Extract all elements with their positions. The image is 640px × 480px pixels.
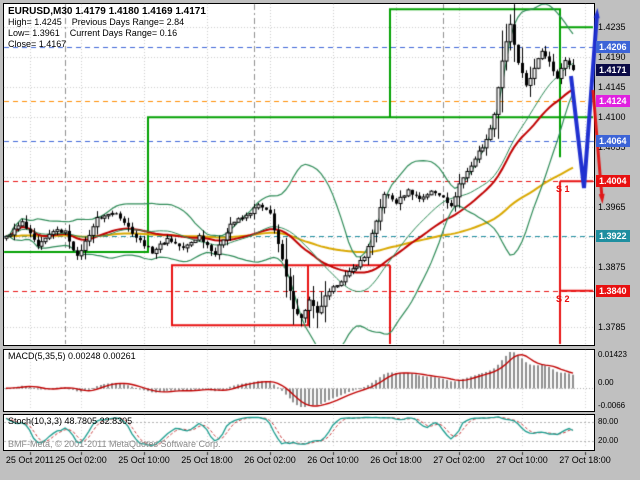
time-label: 27 Oct 10:00 xyxy=(496,455,548,465)
price-level-badge: 1.3840 xyxy=(596,284,630,297)
price-axis-label: 1.4235 xyxy=(598,22,626,33)
symbol-ohlc-line: EURUSD,M30 1.4179 1.4180 1.4169 1.4171 xyxy=(8,6,206,17)
macd-axis-min: -0.0066 xyxy=(598,401,626,410)
price-axis-label: 1.3965 xyxy=(598,202,626,213)
close-line: Close= 1.4167 xyxy=(8,39,67,49)
stoch-axis-20: 20.00 xyxy=(598,435,619,445)
time-label: 26 Oct 02:00 xyxy=(244,455,296,465)
support-2-label: S 2 xyxy=(556,294,570,304)
time-label: 27 Oct 18:00 xyxy=(559,455,611,465)
price-level-badge: 1.4124 xyxy=(596,95,630,108)
macd-indicator-label: MACD(5,35,5) 0.00248 0.00261 xyxy=(8,351,136,361)
price-level-badge: 1.3922 xyxy=(596,230,630,242)
time-label: 25 Oct 02:00 xyxy=(55,455,107,465)
time-label: 25 Oct 2011 xyxy=(5,455,55,465)
time-label: 26 Oct 18:00 xyxy=(370,455,422,465)
support-1-label: S 1 xyxy=(556,184,570,194)
price-level-badge: 1.4206 xyxy=(596,40,630,53)
price-axis-label: 1.3785 xyxy=(598,322,626,333)
time-label: 26 Oct 10:00 xyxy=(307,455,359,465)
price-level-badge: 1.4171 xyxy=(596,64,630,76)
stoch-indicator-label: Stoch(10,3,3) 48.7805 32.8305 xyxy=(8,416,133,426)
price-axis-label: 1.3875 xyxy=(598,262,626,273)
price-axis-label: 1.4145 xyxy=(598,82,626,93)
metaquotes-watermark: BMF-Meta, © 2001-2011 MetaQuotes Softwar… xyxy=(8,439,221,449)
time-label: 25 Oct 18:00 xyxy=(181,455,233,465)
low-range-line: Low= 1.3961 Current Days Range= 0.16 xyxy=(8,28,178,38)
stoch-axis-80: 80.00 xyxy=(598,417,619,427)
price-level-badge: 1.4004 xyxy=(596,175,630,188)
high-range-line: High= 1.4245 Previous Days Range= 2.84 xyxy=(8,17,185,27)
price-axis-label: 1.4190 xyxy=(598,52,626,63)
time-label: 27 Oct 02:00 xyxy=(433,455,485,465)
chart-ohlc-header: EURUSD,M30 1.4179 1.4180 1.4169 1.4171 H… xyxy=(8,6,206,50)
main-chart-pane[interactable] xyxy=(3,3,595,346)
price-axis-label: 1.4100 xyxy=(598,112,626,123)
macd-axis-max: 0.01423 xyxy=(598,350,627,359)
time-label: 25 Oct 10:00 xyxy=(118,455,170,465)
macd-axis-zero: 0.00 xyxy=(598,378,614,388)
price-level-badge: 1.4064 xyxy=(596,135,630,148)
